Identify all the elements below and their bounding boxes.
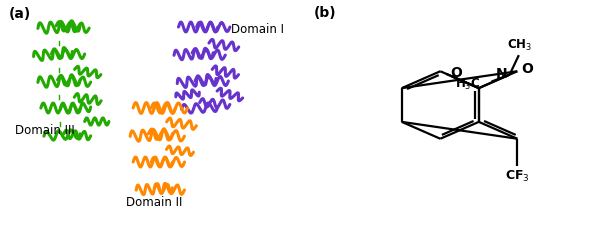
Text: CF$_3$: CF$_3$ <box>505 169 530 184</box>
Text: O: O <box>450 65 462 79</box>
Text: Domain II: Domain II <box>126 196 182 209</box>
Text: H$_3$C: H$_3$C <box>454 77 480 92</box>
Text: Domain III: Domain III <box>15 124 75 137</box>
Text: (b): (b) <box>313 6 336 20</box>
Text: N: N <box>495 67 508 81</box>
Text: (a): (a) <box>9 7 31 21</box>
Text: Domain I: Domain I <box>231 23 284 36</box>
Text: O: O <box>522 63 533 76</box>
Text: CH$_3$: CH$_3$ <box>507 38 532 53</box>
